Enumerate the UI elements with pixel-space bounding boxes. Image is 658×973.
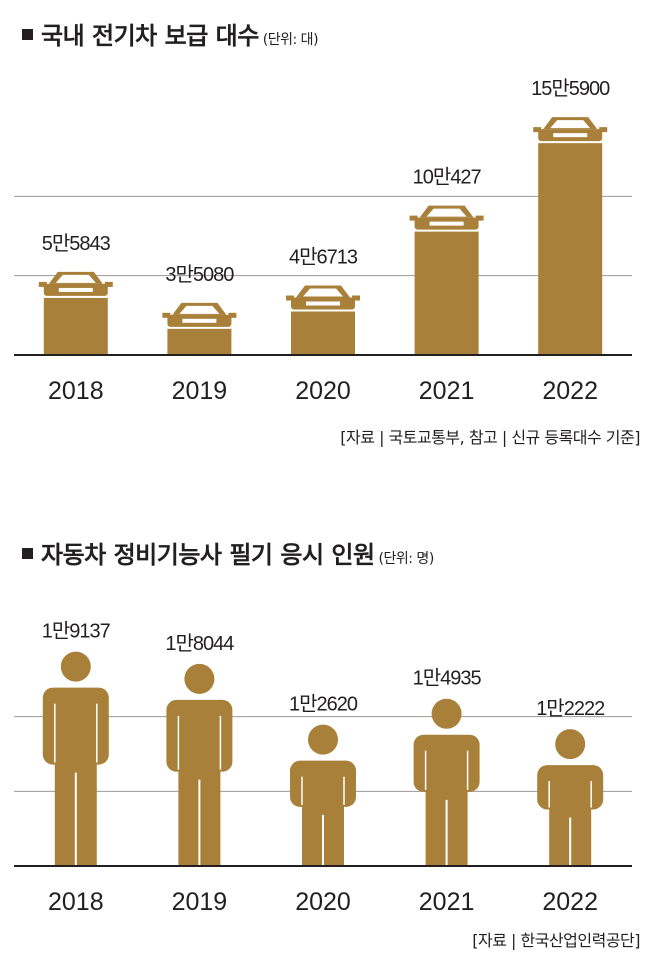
bar	[409, 205, 484, 355]
year-tick-label: 2020	[295, 377, 351, 405]
chart2-title: 자동차 정비기능사 필기 응시 인원 (단위: 명)	[22, 535, 434, 570]
car-grille	[58, 287, 93, 292]
car-mirror	[228, 312, 237, 318]
car-mirror	[533, 127, 542, 133]
title-square-icon	[22, 29, 33, 40]
person-head-icon	[555, 729, 586, 760]
ev-bar-chart: 5만5843 2018 3만5080 2019 4만6713 2020 10만427 2021…	[14, 77, 632, 405]
bar	[286, 285, 360, 355]
bar	[290, 724, 356, 866]
person-icon	[290, 760, 356, 807]
bar-column	[291, 311, 355, 355]
bar	[537, 729, 604, 866]
car-window	[426, 208, 467, 217]
year-tick-label: 2021	[419, 377, 475, 405]
person-head-icon	[308, 724, 338, 755]
car-mirror	[599, 127, 608, 133]
year-tick-label: 2018	[48, 377, 104, 405]
chart1-unit: (단위: 대)	[262, 32, 319, 48]
value-label: 1만2620	[289, 693, 358, 716]
car-mirror	[162, 312, 171, 318]
person-icon	[413, 734, 480, 792]
value-label: 1만4935	[413, 667, 482, 690]
car-window	[303, 288, 343, 297]
value-label: 1만9137	[42, 620, 111, 643]
bar	[533, 117, 608, 355]
chart1-title-text: 국내 전기차 보급 대수	[41, 22, 259, 50]
car-mirror	[286, 295, 294, 301]
bar-column	[167, 328, 232, 355]
car-grille	[429, 221, 464, 226]
chart1-source: [자료 | 국토교통부, 참고 | 신규 등록대수 기준]	[340, 428, 640, 447]
chart2-unit: (단위: 명)	[378, 551, 435, 567]
bar	[413, 698, 480, 866]
chart2-source: [자료 | 한국산업인력공단]	[472, 931, 640, 950]
year-tick-label: 2019	[172, 377, 228, 405]
car-mirror	[104, 281, 113, 287]
person-head-icon	[184, 663, 215, 694]
bar	[166, 663, 233, 866]
bar	[162, 302, 237, 355]
value-label: 1만8044	[165, 632, 234, 655]
car-mirror	[352, 295, 360, 301]
value-label: 15만5900	[531, 77, 610, 100]
year-tick-label: 2021	[419, 888, 475, 916]
value-label: 1만2222	[536, 697, 605, 720]
bar	[38, 271, 113, 355]
person-icon	[537, 765, 604, 810]
person-icon	[42, 687, 109, 765]
person-icon	[166, 699, 233, 772]
car-grille	[553, 133, 588, 138]
year-tick-label: 2018	[48, 888, 104, 916]
bar	[42, 651, 109, 866]
year-tick-label: 2022	[542, 888, 598, 916]
bar-column	[43, 297, 108, 355]
car-grille	[182, 318, 217, 323]
car-mirror	[475, 215, 484, 221]
title-square-icon	[22, 548, 33, 559]
person-head-icon	[431, 698, 462, 729]
car-window	[179, 305, 220, 314]
car-window	[55, 274, 96, 283]
bar-column	[414, 231, 479, 355]
value-label: 10만427	[413, 166, 482, 189]
year-tick-label: 2019	[172, 888, 228, 916]
mechanic-bar-chart: 1만9137 2018 1만8044 2019 1만2620 2020 1만4935 2021…	[14, 620, 632, 916]
year-tick-label: 2022	[542, 377, 598, 405]
car-grille	[306, 301, 340, 306]
bar-column	[538, 143, 603, 355]
chart2-title-text: 자동차 정비기능사 필기 응시 인원	[41, 541, 375, 569]
value-label: 4만6713	[289, 246, 358, 269]
person-head-icon	[60, 651, 91, 682]
value-label: 5만5843	[42, 232, 111, 255]
car-mirror	[409, 215, 418, 221]
chart1-title: 국내 전기차 보급 대수 (단위: 대)	[22, 16, 319, 51]
value-label: 3만5080	[165, 263, 234, 286]
car-mirror	[38, 281, 47, 287]
car-window	[550, 120, 591, 129]
year-tick-label: 2020	[295, 888, 351, 916]
